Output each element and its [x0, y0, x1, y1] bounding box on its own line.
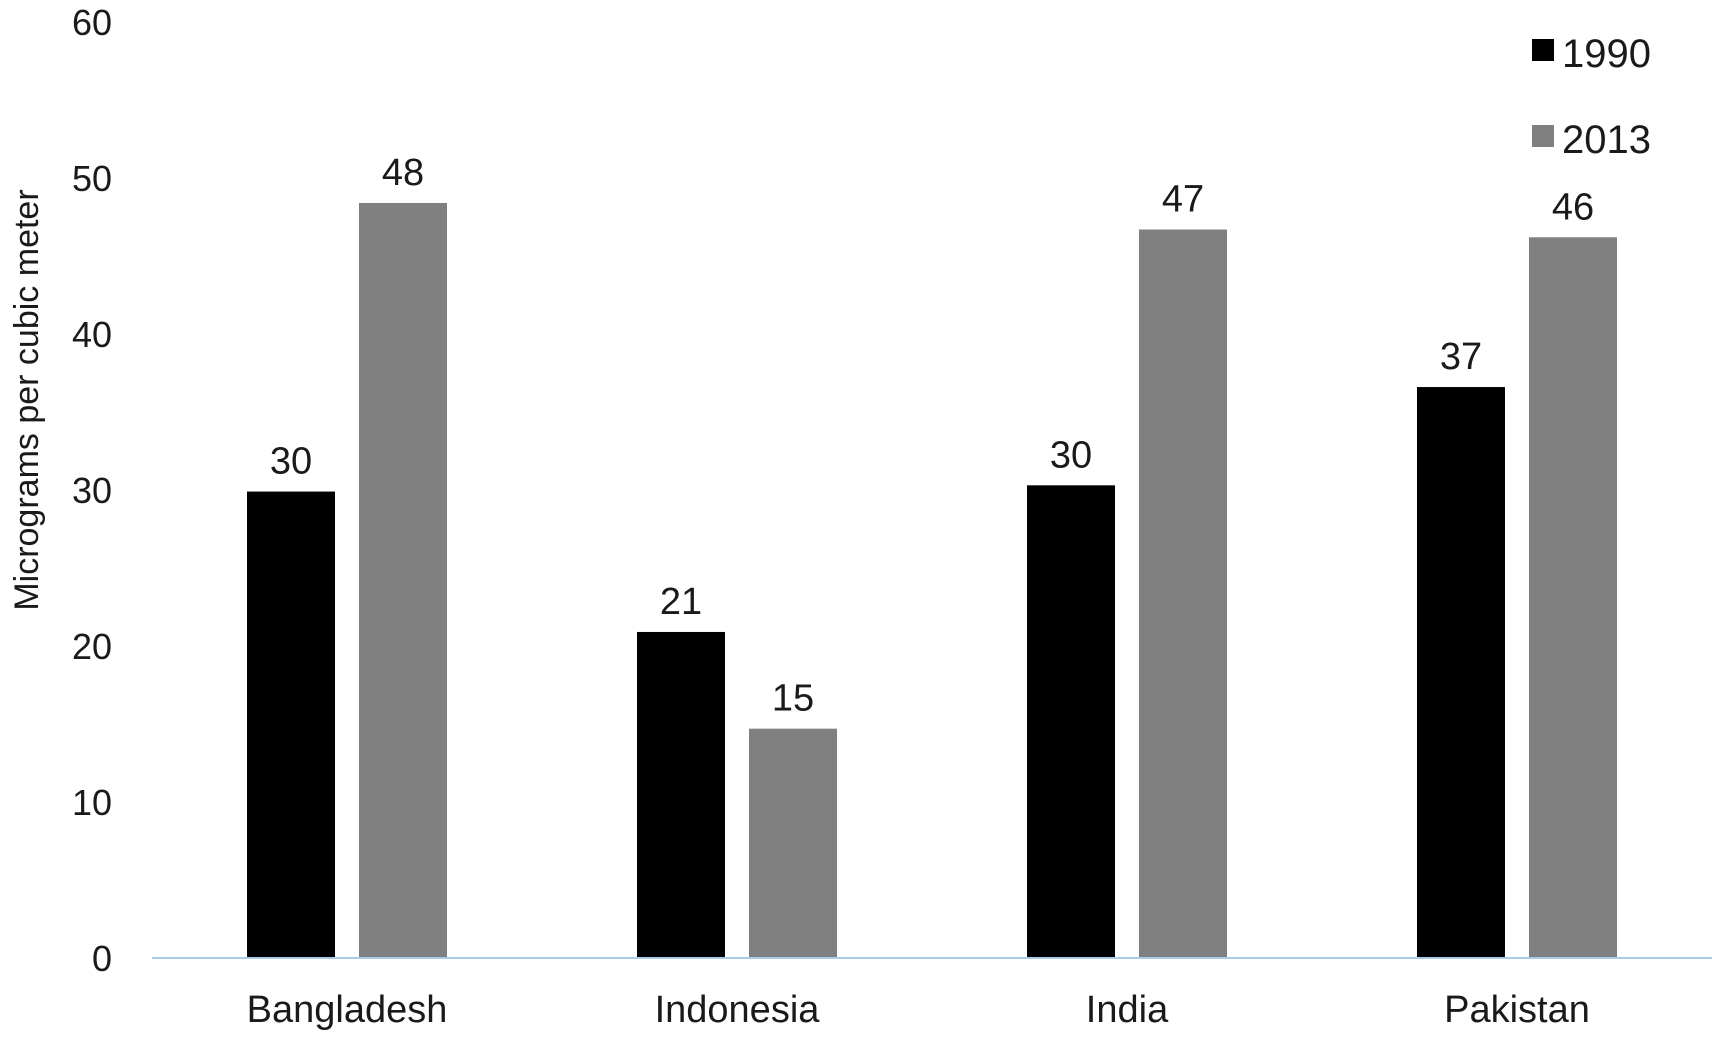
y-tick-label: 0: [92, 938, 112, 979]
y-axis-title: Micrograms per cubic meter: [8, 189, 46, 610]
bar-1990-india: [1027, 485, 1115, 958]
bar-2013-india: [1139, 229, 1227, 959]
y-tick-label: 20: [72, 626, 112, 667]
x-category-label: India: [1086, 989, 1169, 1031]
x-category-label: Bangladesh: [247, 989, 448, 1031]
data-label: 30: [1050, 434, 1092, 476]
data-label: 48: [382, 152, 424, 194]
bar-2013-indonesia: [749, 728, 837, 958]
bar-1990-indonesia: [637, 631, 725, 958]
bars: [247, 202, 1617, 959]
x-category-label: Indonesia: [655, 989, 821, 1031]
legend-swatch-2013: [1532, 125, 1554, 147]
data-label: 30: [270, 441, 312, 483]
legend-label: 2013: [1562, 118, 1651, 162]
legend: 1990 2013: [1532, 32, 1651, 162]
data-label: 21: [660, 581, 702, 623]
y-axis-title-group: Micrograms per cubic meter: [8, 189, 46, 610]
bar-1990-pakistan: [1417, 387, 1505, 958]
x-category-label: Pakistan: [1444, 989, 1590, 1031]
y-tick-label: 10: [72, 782, 112, 823]
y-tick-label: 60: [72, 2, 112, 43]
bar-2013-bangladesh: [359, 202, 447, 958]
y-tick-label: 30: [72, 470, 112, 511]
data-label: 47: [1162, 178, 1204, 220]
data-label: 37: [1440, 336, 1482, 378]
legend-swatch-1990: [1532, 39, 1554, 61]
legend-label: 1990: [1562, 32, 1651, 76]
x-axis-category-labels: Bangladesh Indonesia India Pakistan: [247, 989, 1590, 1031]
y-axis-ticks: 0 10 20 30 40 50 60: [72, 2, 112, 979]
y-tick-label: 50: [72, 158, 112, 199]
bar-2013-pakistan: [1529, 237, 1617, 958]
y-tick-label: 40: [72, 314, 112, 355]
data-label: 46: [1552, 186, 1594, 228]
data-labels: 30 48 21 15 30 47 37 46: [270, 152, 1594, 720]
data-label: 15: [772, 678, 814, 720]
bar-1990-bangladesh: [247, 491, 335, 958]
